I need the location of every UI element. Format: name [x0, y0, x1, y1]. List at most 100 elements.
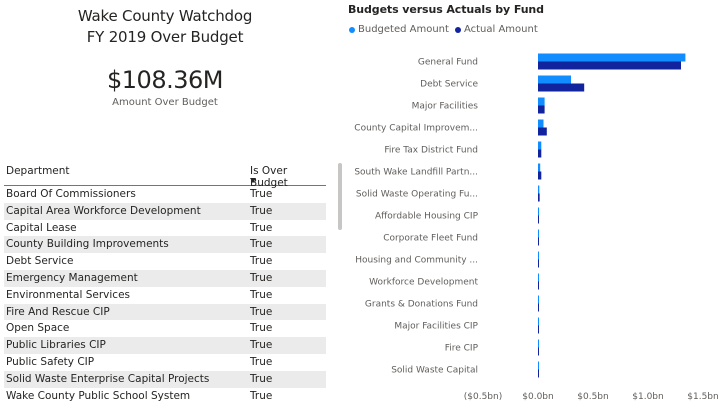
bar-budgeted[interactable] — [538, 163, 541, 172]
bar-actual[interactable] — [538, 281, 539, 290]
column-header-is-over-budget[interactable]: Is Over Budget — [250, 165, 288, 189]
bar-budgeted[interactable] — [538, 361, 539, 370]
table-row[interactable]: Capital Area Workforce Development True — [4, 202, 326, 220]
bar-actual[interactable] — [538, 193, 540, 202]
bar-budgeted[interactable] — [538, 75, 571, 84]
cell-department: Open Space — [6, 322, 70, 335]
chart-title: Budgets versus Actuals by Fund — [348, 3, 544, 16]
bar-budgeted[interactable] — [538, 295, 539, 304]
category-label: Solid Waste Capital — [391, 366, 478, 376]
bar-budgeted[interactable] — [538, 141, 542, 150]
bar-actual[interactable] — [538, 369, 539, 378]
cell-is-over-budget: True — [250, 255, 273, 268]
table-header: Department Is Over Budget — [4, 163, 326, 189]
bar-actual[interactable] — [538, 259, 539, 268]
cell-is-over-budget: True — [250, 322, 273, 335]
table-scrollbar[interactable] — [338, 163, 342, 230]
cell-department: Capital Lease — [6, 221, 77, 234]
category-label: County Capital Improvem... — [354, 124, 478, 134]
bar-actual[interactable] — [538, 83, 585, 92]
table-row[interactable]: County Building Improvements True — [4, 236, 326, 254]
bar-budgeted[interactable] — [538, 53, 686, 62]
cell-is-over-budget: True — [250, 188, 273, 200]
category-label: Solid Waste Operating Fu... — [356, 190, 478, 200]
bar-budgeted[interactable] — [538, 207, 540, 216]
category-label: South Wake Landfill Partn... — [354, 168, 478, 178]
bar-actual[interactable] — [538, 347, 539, 356]
kpi-label: Amount Over Budget — [112, 97, 218, 108]
bar-budgeted[interactable] — [538, 185, 540, 194]
bar-budgeted[interactable] — [538, 339, 539, 348]
table-row[interactable]: Fire And Rescue CIP True — [4, 303, 326, 321]
department-table: Department Is Over Budget Board Of Commi… — [4, 163, 326, 404]
legend-item-budgeted[interactable]: Budgeted Amount — [349, 24, 449, 35]
x-tick-label: $1.5bn — [687, 392, 718, 402]
cell-is-over-budget: True — [250, 204, 273, 217]
table-row[interactable]: Wake County Public School System True — [4, 388, 326, 405]
cell-department: Emergency Management — [6, 271, 138, 284]
table-row[interactable]: Open Space True — [4, 320, 326, 337]
table-row[interactable]: Capital Lease True — [4, 220, 326, 237]
bar-budgeted[interactable] — [538, 229, 539, 238]
bar-actual[interactable] — [538, 149, 542, 158]
cell-is-over-budget: True — [250, 271, 273, 284]
category-label: Grants & Donations Fund — [365, 300, 478, 310]
category-label: General Fund — [418, 58, 478, 68]
cell-department: County Building Improvements — [6, 238, 169, 251]
cell-department: Capital Area Workforce Development — [6, 204, 201, 217]
x-tick-label: $1.0bn — [632, 392, 663, 402]
cell-department: Environmental Services — [6, 288, 131, 301]
category-label: Fire CIP — [445, 344, 479, 354]
table-row[interactable]: Public Libraries CIP True — [4, 337, 326, 354]
table-row[interactable]: Debt Service True — [4, 253, 326, 270]
table-body: Board Of Commissioners True Capital Area W… — [4, 186, 326, 404]
bar-actual[interactable] — [538, 127, 547, 136]
cell-department: Wake County Public School System — [6, 389, 191, 402]
cell-department: Public Libraries CIP — [6, 339, 106, 352]
category-label: Fire Tax District Fund — [384, 146, 478, 156]
legend-label-budgeted: Budgeted Amount — [358, 24, 449, 35]
cell-is-over-budget: True — [250, 238, 273, 251]
bar-actual[interactable] — [538, 105, 545, 114]
cell-is-over-budget: True — [250, 339, 273, 352]
chart-legend: Budgeted Amount Actual Amount — [349, 24, 544, 35]
title-line-2: FY 2019 Over Budget — [86, 28, 244, 46]
table-row[interactable]: Public Safety CIP True — [4, 354, 326, 371]
legend-label-actual: Actual Amount — [463, 24, 538, 35]
category-label: Housing and Community ... — [355, 256, 478, 266]
bar-budgeted[interactable] — [538, 251, 539, 260]
bar-budgeted[interactable] — [538, 317, 539, 326]
legend-marker-actual — [454, 26, 461, 33]
table-row[interactable]: Solid Waste Enterprise Capital Projects T… — [4, 370, 326, 388]
cell-is-over-budget: True — [250, 355, 273, 368]
bar-actual[interactable] — [538, 171, 542, 180]
column-header-department[interactable]: Department — [6, 165, 70, 177]
category-label: Workforce Development — [369, 278, 478, 288]
cell-department: Board Of Commissioners — [6, 188, 136, 200]
legend-marker-budgeted — [349, 26, 355, 33]
cell-is-over-budget: True — [250, 305, 273, 318]
cell-is-over-budget: True — [250, 221, 273, 234]
bar-budgeted[interactable] — [538, 273, 539, 282]
x-tick-label: $0.0bn — [522, 392, 553, 402]
table-row[interactable]: Emergency Management True — [4, 269, 326, 287]
report-title: Wake County Watchdog FY 2019 Over Budget — [0, 6, 330, 48]
cell-department: Fire And Rescue CIP — [6, 305, 110, 318]
bar-actual[interactable] — [538, 61, 681, 70]
table-row[interactable]: Board Of Commissioners True — [4, 186, 326, 203]
bar-actual[interactable] — [538, 303, 539, 312]
sort-descending-icon[interactable] — [250, 178, 256, 183]
x-tick-label: ($0.5bn) — [464, 392, 502, 402]
bar-actual[interactable] — [538, 237, 539, 246]
kpi-value: $108.36M — [107, 66, 223, 94]
bar-actual[interactable] — [538, 325, 539, 334]
bar-budgeted[interactable] — [538, 119, 544, 128]
cell-department: Debt Service — [6, 255, 74, 268]
bar-budgeted[interactable] — [538, 97, 545, 106]
table-row[interactable]: Environmental Services True — [4, 287, 326, 304]
cell-is-over-budget: True — [250, 372, 273, 385]
legend-item-actual[interactable]: Actual Amount — [454, 24, 538, 35]
bar-actual[interactable] — [538, 215, 539, 224]
x-tick-label: $0.5bn — [577, 392, 608, 402]
